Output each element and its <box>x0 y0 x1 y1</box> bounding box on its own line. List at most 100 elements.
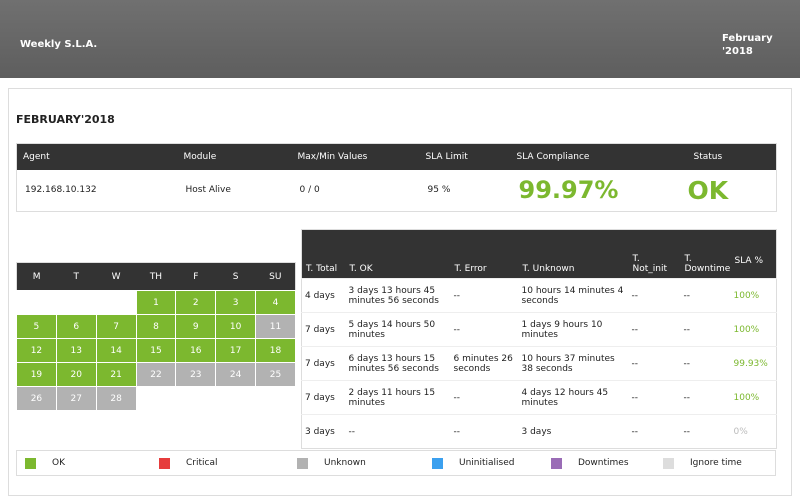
summary-cell: 192.168.10.132 <box>25 185 97 196</box>
weekly-cell: 3 days <box>301 414 346 449</box>
summary-header: Status <box>687 143 777 170</box>
weekly-cell: -- <box>628 278 681 313</box>
weekly-header: SLA % <box>730 229 777 279</box>
calendar-day: 9 <box>175 314 217 339</box>
weekly-cell: 10 hours 37 minutes 38 seconds <box>518 346 629 381</box>
calendar-empty <box>255 386 296 411</box>
calendar-day: 24 <box>215 362 257 387</box>
weekly-cell: -- <box>450 414 519 449</box>
weekly-cell: 4 days 12 hours 45 minutes <box>518 380 629 415</box>
calendar-week: 19 20 21 22 23 24 25 <box>16 362 296 387</box>
calendar-day: 26 <box>16 386 57 411</box>
weekday: M <box>16 262 57 291</box>
calendar-empty <box>95 290 137 315</box>
calendar-day: 21 <box>95 362 137 387</box>
weekly-cell: -- <box>628 414 681 449</box>
summary-header: Agent <box>16 143 178 170</box>
weekday: T <box>56 262 97 291</box>
calendar-day: 4 <box>255 290 296 315</box>
weekly-cell: 0% <box>730 414 777 449</box>
legend-swatch <box>432 457 443 469</box>
weekly-cell: 7 days <box>301 346 346 381</box>
summary-table: Agent Module Max/Min Values SLA Limit SLA Co… <box>16 143 777 212</box>
calendar-day: 15 <box>135 338 177 363</box>
weekly-cell: -- <box>680 346 731 381</box>
calendar-empty <box>16 290 57 315</box>
weekly-row: 7 days 6 days 13 hours 15 minutes 56 seco… <box>301 346 777 381</box>
legend-swatch <box>663 457 674 469</box>
weekly-cell: 7 days <box>301 380 346 415</box>
legend-swatch <box>551 457 562 469</box>
weekday: W <box>96 262 137 291</box>
weekly-header: T. OK <box>345 229 451 279</box>
weekly-cell: -- <box>680 380 731 415</box>
weekday: S <box>215 262 256 291</box>
weekly-header: T. Total <box>301 229 346 279</box>
header-title: Weekly S.L.A. <box>20 39 98 50</box>
weekly-header: T. Downtime <box>680 229 731 279</box>
legend: OK Critical Unknown Uninitialised Downtimes I… <box>16 450 776 476</box>
weekly-header: T. Unknown <box>518 229 629 279</box>
weekly-row: 7 days 2 days 11 hours 15 minutes -- 4 days… <box>301 380 777 415</box>
summary-cell: OK <box>687 175 729 205</box>
calendar-day: 12 <box>16 338 57 363</box>
legend-item: Unknown <box>289 457 424 469</box>
calendar-empty <box>215 386 257 411</box>
calendar-day: 18 <box>255 338 296 363</box>
weekly-row: 4 days 3 days 13 hours 45 minutes 56 seco… <box>301 278 777 313</box>
legend-swatch <box>159 457 170 469</box>
legend-label: Uninitialised <box>459 458 515 468</box>
weekly-cell: 2 days 11 hours 15 minutes <box>345 380 451 415</box>
weekly-cell: 10 hours 14 minutes 4 seconds <box>518 278 629 313</box>
weekly-cell: 4 days <box>301 278 346 313</box>
legend-item: Critical <box>151 457 289 469</box>
weekday: TH <box>136 262 176 291</box>
legend-swatch <box>297 457 308 469</box>
weekly-cell: -- <box>628 380 681 415</box>
weekly-cell: 100% <box>730 380 777 415</box>
calendar-day: 10 <box>215 314 257 339</box>
weekday: SU <box>255 262 296 291</box>
weekday: F <box>175 262 216 291</box>
summary-cell: 0 / 0 <box>299 185 320 196</box>
calendar-day: 17 <box>215 338 257 363</box>
calendar-day: 6 <box>55 314 97 339</box>
weekly-cell: 99.93% <box>730 346 777 381</box>
calendar-day: 7 <box>95 314 137 339</box>
calendar-day: 13 <box>55 338 97 363</box>
legend-label: Unknown <box>324 458 366 468</box>
legend-item: Downtimes <box>543 457 655 469</box>
calendar-day: 20 <box>55 362 97 387</box>
calendar-day: 8 <box>135 314 177 339</box>
weekly-cell: -- <box>680 414 731 449</box>
summary-header: Module <box>177 143 292 170</box>
weekly-row: 3 days -- -- 3 days -- -- 0% <box>301 414 777 449</box>
calendar-day: 14 <box>95 338 137 363</box>
header-period: February '2018 <box>722 33 773 57</box>
calendar-day: 3 <box>215 290 257 315</box>
report-title: FEBRUARY'2018 <box>16 113 115 126</box>
calendar-week: 12 13 14 15 16 17 18 <box>16 338 296 363</box>
weekly-cell: -- <box>628 312 681 347</box>
legend-item: Ignore time <box>655 457 773 469</box>
legend-label: Ignore time <box>690 458 742 468</box>
weekly-cell: -- <box>680 278 731 313</box>
legend-label: Critical <box>186 458 218 468</box>
legend-item: OK <box>17 457 151 469</box>
weekly-cell: -- <box>450 278 519 313</box>
summary-header: SLA Limit <box>419 143 511 170</box>
calendar-day: 16 <box>175 338 217 363</box>
legend-item: Uninitialised <box>424 457 543 469</box>
calendar-day: 25 <box>255 362 296 387</box>
weekly-cell: 7 days <box>301 312 346 347</box>
calendar-day: 19 <box>16 362 57 387</box>
weekly-cell: 6 minutes 26 seconds <box>450 346 519 381</box>
calendar-week: 5 6 7 8 9 10 11 <box>16 314 296 339</box>
weekly-cell: 6 days 13 hours 15 minutes 56 seconds <box>345 346 451 381</box>
summary-cell: 95 % <box>427 185 451 196</box>
calendar-week: 26 27 28 <box>16 386 296 411</box>
weekly-cell: -- <box>345 414 451 449</box>
header: Weekly S.L.A. February '2018 <box>0 0 800 78</box>
